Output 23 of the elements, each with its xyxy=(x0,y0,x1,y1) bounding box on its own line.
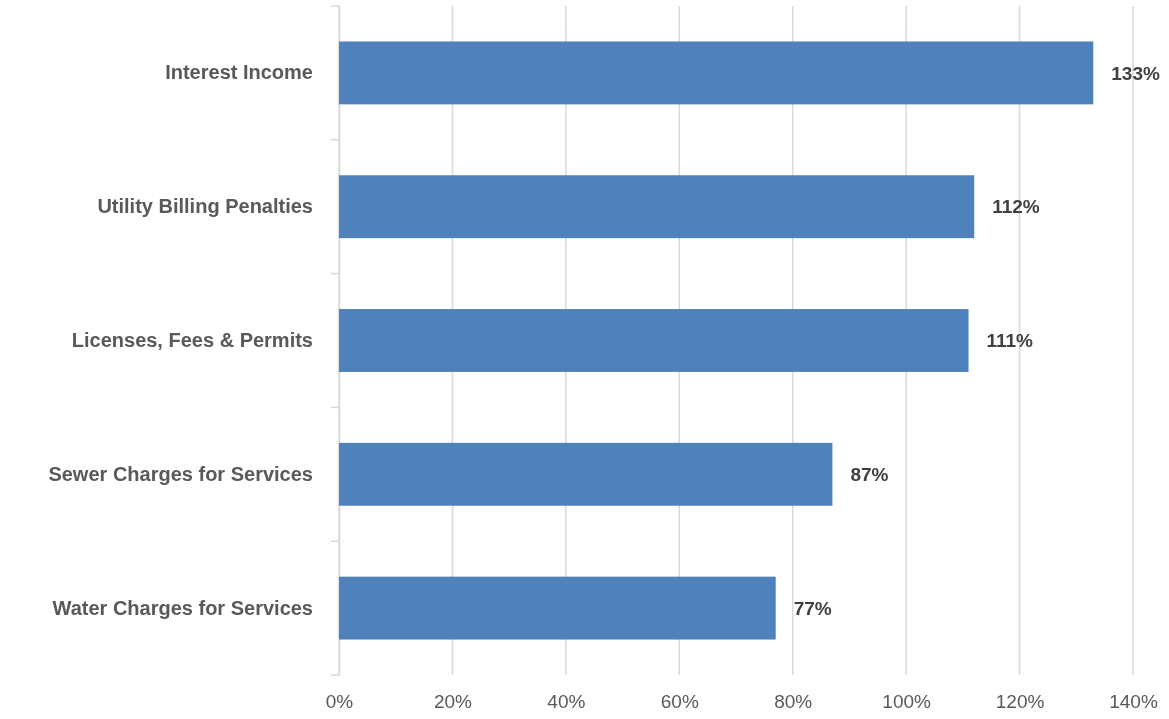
x-tick-label: 0% xyxy=(325,691,354,713)
x-tick-label: 140% xyxy=(1109,691,1158,713)
bar xyxy=(339,41,1094,105)
data-label: 77% xyxy=(793,597,832,619)
bar xyxy=(339,309,969,372)
x-tick-label: 120% xyxy=(995,691,1045,713)
y-tick-label: Water Charges for Services xyxy=(52,596,313,619)
y-tick-label: Utility Billing Penalties xyxy=(97,195,313,218)
y-tick-label: Licenses, Fees & Permits xyxy=(71,328,313,351)
bar xyxy=(339,442,833,506)
bar xyxy=(339,576,776,640)
x-tick-label: 80% xyxy=(774,691,813,713)
data-label: 133% xyxy=(1111,62,1160,84)
bar xyxy=(339,175,975,239)
data-label: 111% xyxy=(986,330,1034,352)
x-tick-label: 100% xyxy=(882,691,932,713)
data-label: 112% xyxy=(992,196,1040,218)
x-tick-label: 20% xyxy=(433,691,473,713)
data-label: 87% xyxy=(850,463,889,485)
x-tick-label: 40% xyxy=(547,691,586,713)
x-tick-label: 60% xyxy=(660,691,699,713)
y-tick-label: Interest Income xyxy=(165,61,313,84)
y-tick-label: Sewer Charges for Services xyxy=(48,462,313,485)
